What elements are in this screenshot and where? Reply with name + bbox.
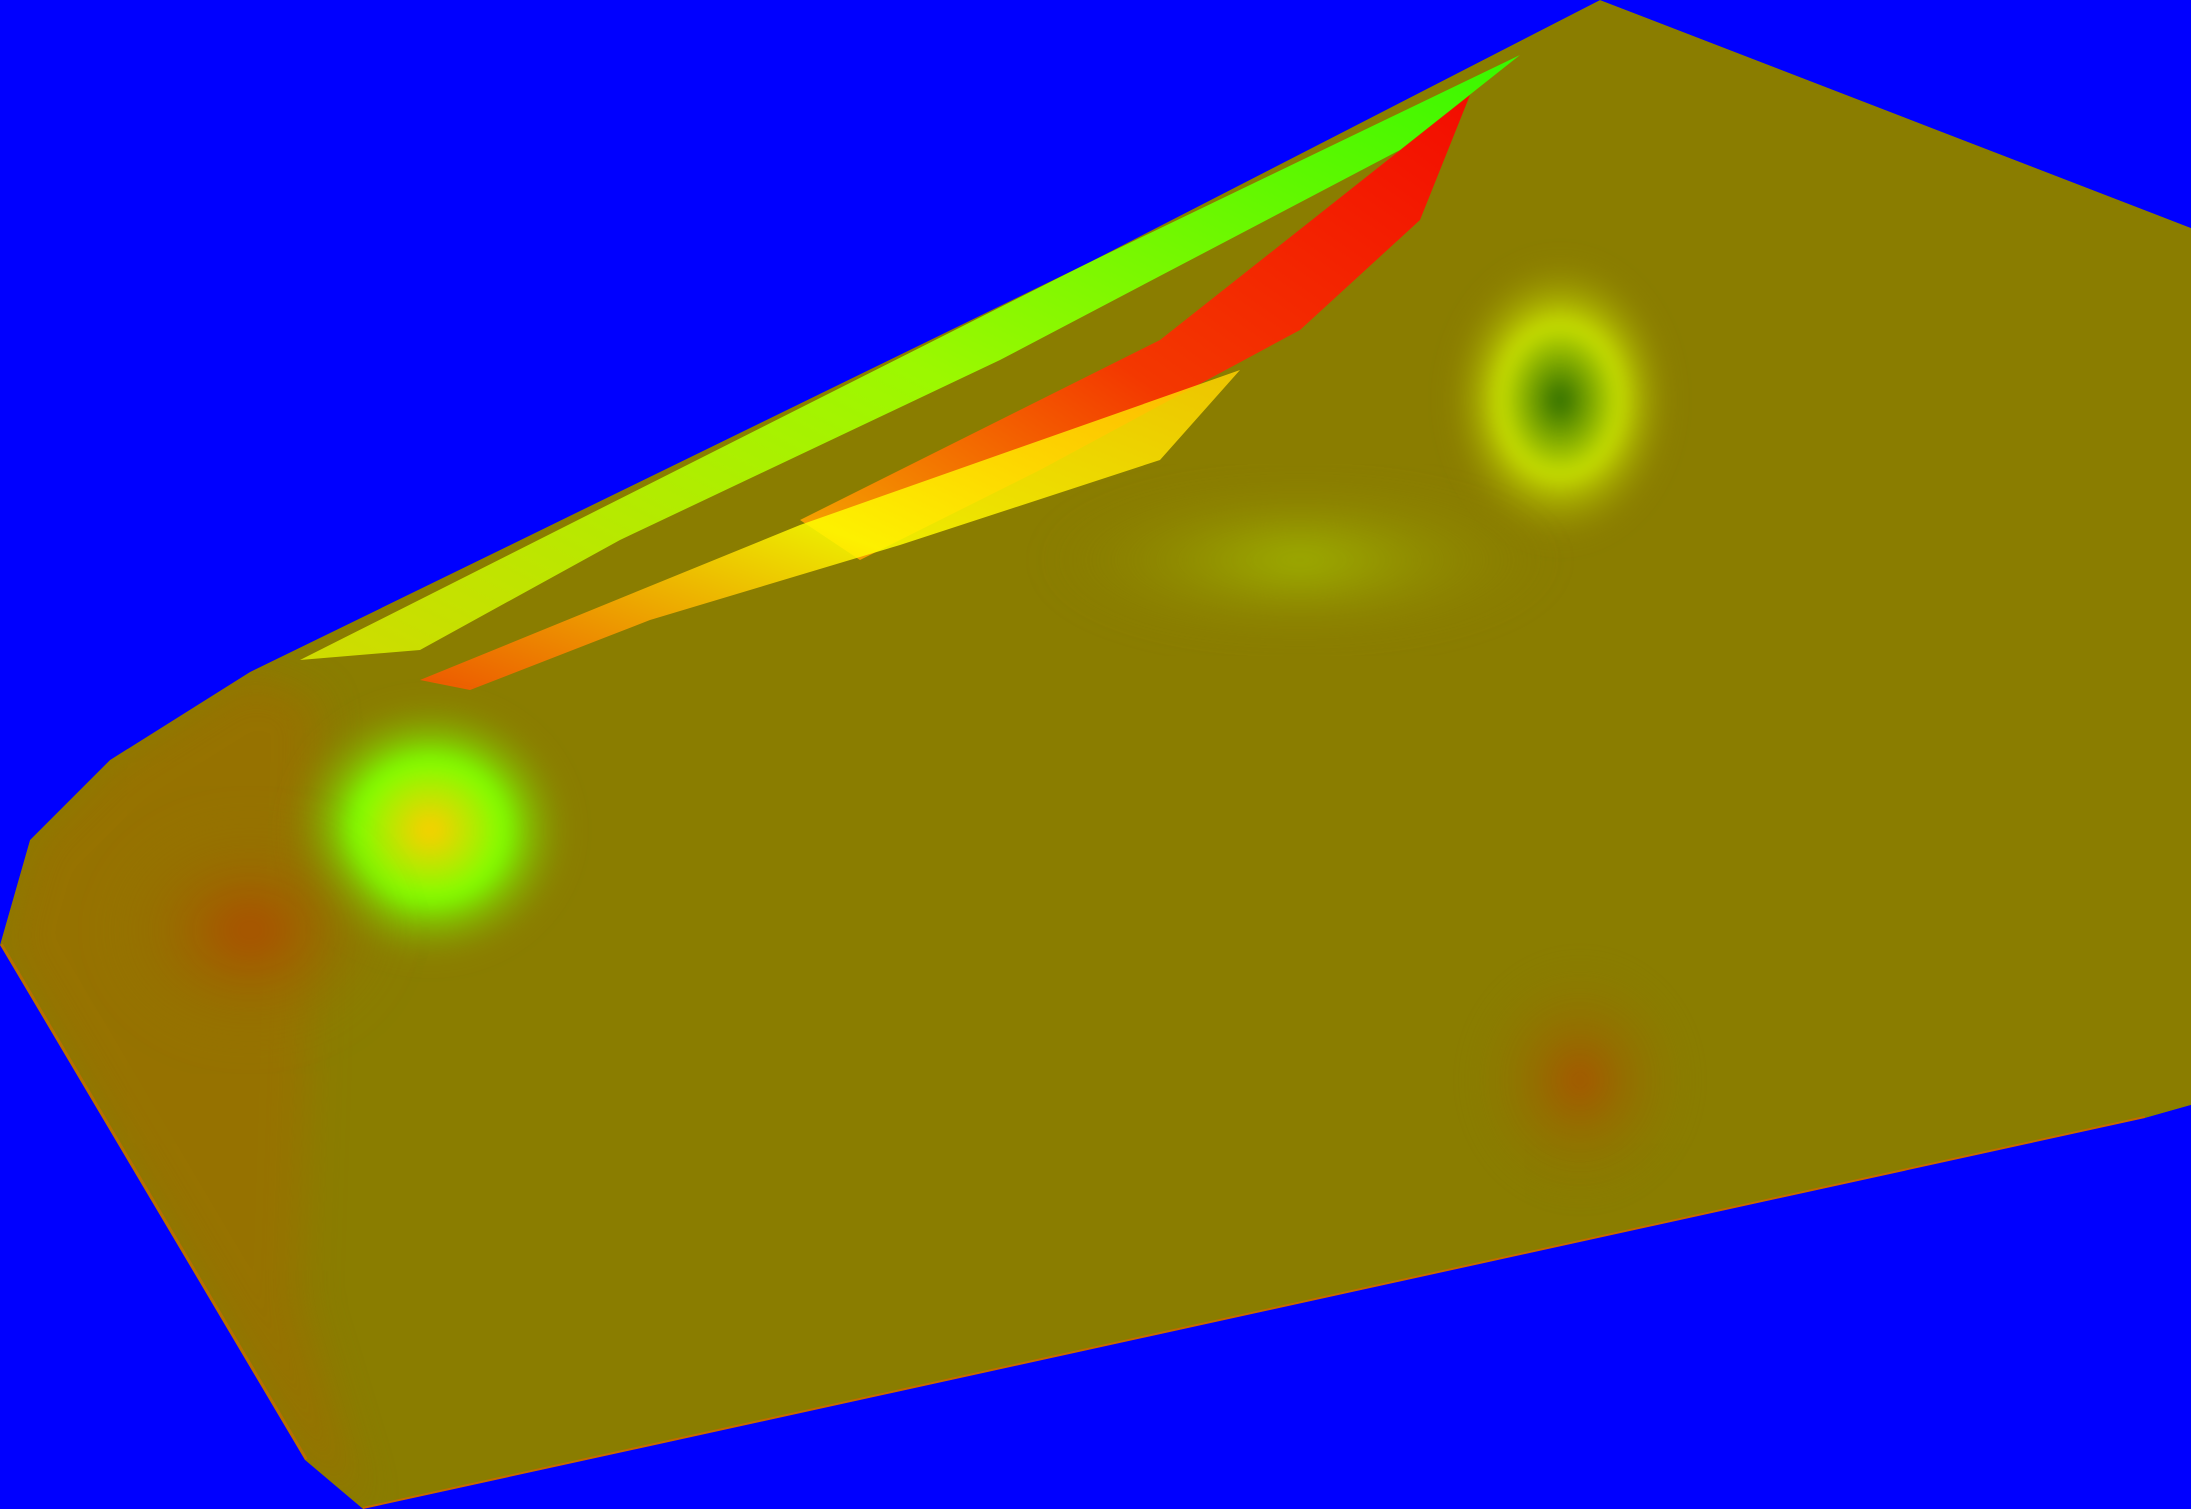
fan-right-lower <box>1460 950 1700 1210</box>
reddish-patch-left <box>100 810 400 1050</box>
top-band-yellow <box>420 370 1240 690</box>
top-band-green <box>300 55 1520 660</box>
top-band-red <box>800 95 1470 560</box>
green-glow-center <box>1040 480 1560 640</box>
fan-right-upper <box>1440 250 1680 550</box>
